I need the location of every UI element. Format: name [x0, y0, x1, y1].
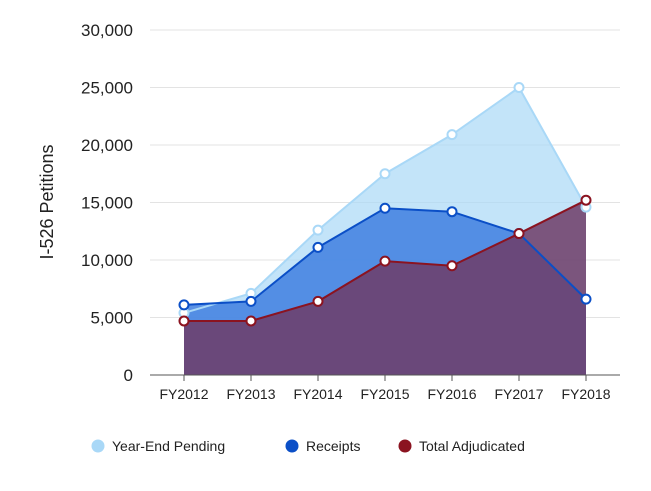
- x-tick-label: FY2017: [494, 386, 543, 402]
- data-point: [513, 82, 525, 93]
- data-point: [580, 194, 592, 206]
- x-tick-label: FY2012: [159, 386, 208, 402]
- data-point: [245, 295, 257, 307]
- data-point: [312, 224, 324, 236]
- y-axis-label: I-526 Petitions: [37, 144, 57, 259]
- data-point: [312, 241, 324, 253]
- data-point: [580, 293, 592, 305]
- legend-label: Year-End Pending: [112, 438, 225, 454]
- x-axis-ticks: FY2012 FY2013 FY2014 FY2015 FY2016 FY2017 FY20…: [159, 375, 611, 402]
- data-point: [446, 206, 458, 218]
- y-axis-ticks: 0 5,000 10,000 15,000 20,000 25,000 30,000: [81, 21, 133, 385]
- y-tick-label: 5,000: [90, 309, 133, 328]
- data-point: [446, 260, 458, 272]
- area-series-2: [184, 200, 586, 375]
- legend-label: Receipts: [306, 438, 360, 454]
- y-tick-label: 10,000: [81, 251, 133, 270]
- y-tick-label: 20,000: [81, 136, 133, 155]
- data-point: [379, 168, 391, 180]
- data-point: [312, 295, 324, 307]
- data-point: [178, 315, 190, 327]
- data-point: [446, 129, 458, 141]
- data-point: [379, 255, 391, 267]
- y-tick-label: 25,000: [81, 79, 133, 98]
- data-point: [178, 299, 190, 311]
- x-tick-label: FY2014: [293, 386, 342, 402]
- x-tick-label: FY2016: [427, 386, 476, 402]
- data-point: [379, 202, 391, 214]
- data-point: [513, 228, 525, 240]
- x-tick-label: FY2013: [226, 386, 275, 402]
- data-point: [245, 315, 257, 327]
- y-tick-label: 15,000: [81, 194, 133, 213]
- y-tick-label: 30,000: [81, 21, 133, 40]
- legend: Year-End Pending Receipts Total Adjudicate…: [91, 438, 525, 454]
- legend-marker: [285, 439, 299, 453]
- legend-label: Total Adjudicated: [419, 438, 525, 454]
- x-tick-label: FY2018: [561, 386, 610, 402]
- legend-marker: [91, 439, 105, 453]
- x-tick-label: FY2015: [360, 386, 409, 402]
- y-tick-label: 0: [124, 366, 133, 385]
- data-point-markers: [178, 82, 592, 327]
- legend-marker: [398, 439, 412, 453]
